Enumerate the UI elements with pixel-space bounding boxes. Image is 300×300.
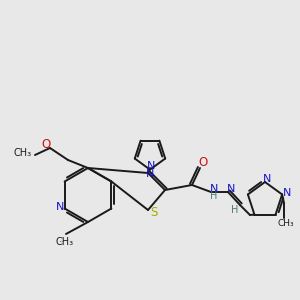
Text: CH₃: CH₃ [56,237,74,247]
Text: N: N [146,169,154,178]
Text: N: N [283,188,291,198]
Text: S: S [150,206,158,220]
Text: H: H [231,205,239,215]
Text: CH₃: CH₃ [14,148,32,158]
Text: N: N [147,161,155,171]
Text: O: O [198,157,208,169]
Text: N: N [263,174,271,184]
Text: CH₃: CH₃ [278,218,294,227]
Text: N: N [56,202,64,212]
Text: N: N [227,184,235,194]
Text: methyl: methyl [60,240,64,242]
Text: H: H [210,191,218,201]
Text: N: N [210,184,218,194]
Text: O: O [41,137,51,151]
